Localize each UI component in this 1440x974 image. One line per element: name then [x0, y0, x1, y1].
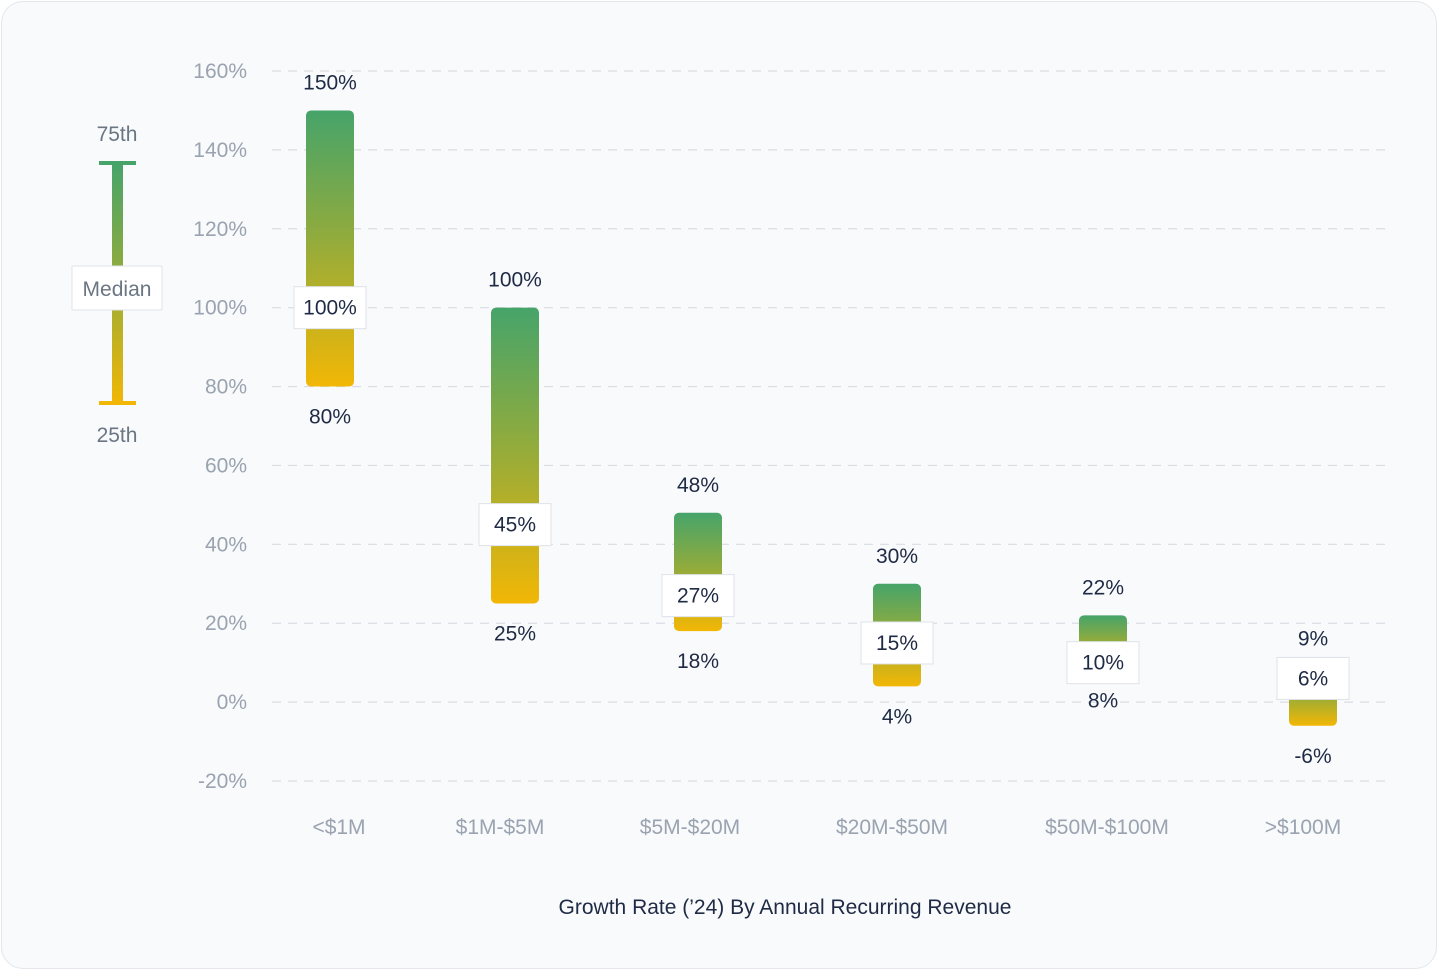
p25-value-label: 25% — [494, 623, 536, 646]
p25-value-label: -6% — [1294, 745, 1331, 768]
p75-value-label: 100% — [488, 269, 542, 292]
y-tick-label: 20% — [205, 612, 247, 635]
x-axis-categories: <$1M $1M-$5M $5M-$20M $20M-$50M $50M-$100M >$… — [312, 816, 1341, 839]
p75-value-label: 30% — [876, 545, 918, 568]
x-axis-title: Growth Rate (’24) By Annual Recurring Re… — [559, 896, 1012, 919]
x-category-label: >$100M — [1265, 816, 1341, 839]
p75-value-label: 48% — [677, 474, 719, 497]
range-bar — [306, 110, 354, 387]
median-label-box — [478, 503, 552, 547]
legend-bottom-label: 25th — [97, 424, 138, 447]
y-tick-label: 40% — [205, 533, 247, 556]
median-value-label: 10% — [1082, 652, 1124, 675]
bars — [306, 110, 1337, 726]
y-tick-label: 160% — [193, 60, 247, 83]
y-tick-label: 100% — [193, 297, 247, 320]
median-value-label: 15% — [876, 632, 918, 655]
range-bar — [491, 307, 539, 604]
legend-top-label: 75th — [97, 123, 138, 146]
p75-value-label: 22% — [1082, 576, 1124, 599]
value-labels: 100% 150% 80% 45% 100% 25% 27% 48% 18% 15% 30% 4% 10… — [293, 71, 1350, 768]
p25-value-label: 18% — [677, 650, 719, 673]
x-category-label: $50M-$100M — [1045, 816, 1169, 839]
p25-value-label: 8% — [1088, 690, 1118, 713]
x-category-label: $20M-$50M — [836, 816, 948, 839]
x-category-label: $5M-$20M — [640, 816, 740, 839]
y-axis-ticks: 160% 140% 120% 100% 80% 60% 40% 20% 0% -20% — [193, 60, 247, 793]
x-category-label: <$1M — [312, 816, 365, 839]
y-tick-label: 120% — [193, 218, 247, 241]
legend: 75th Median 25th — [71, 123, 163, 447]
median-label-box — [1276, 656, 1350, 700]
y-tick-label: 0% — [217, 691, 247, 714]
median-value-label: 100% — [303, 297, 357, 320]
median-label-box — [661, 574, 735, 618]
median-label-box — [860, 621, 934, 665]
legend-median-box — [71, 265, 163, 311]
y-tick-label: 60% — [205, 454, 247, 477]
y-tick-label: -20% — [198, 770, 247, 793]
x-category-label: $1M-$5M — [456, 816, 545, 839]
y-tick-label: 140% — [193, 139, 247, 162]
legend-bottom-cap — [99, 401, 136, 405]
median-value-label: 45% — [494, 514, 536, 537]
median-value-label: 27% — [677, 585, 719, 608]
median-label-box — [1066, 641, 1140, 685]
p25-value-label: 4% — [882, 705, 912, 728]
y-tick-label: 80% — [205, 376, 247, 399]
median-value-label: 6% — [1298, 667, 1328, 690]
legend-median-label: Median — [83, 278, 152, 301]
p75-value-label: 150% — [303, 71, 357, 94]
p25-value-label: 80% — [309, 406, 351, 429]
median-label-box — [293, 286, 367, 330]
gridlines — [272, 70, 1385, 782]
p75-value-label: 9% — [1298, 628, 1328, 651]
